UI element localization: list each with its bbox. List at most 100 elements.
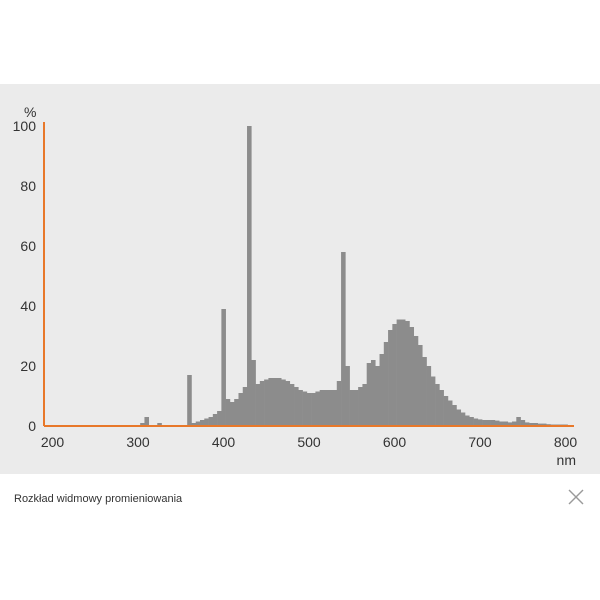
bar bbox=[537, 423, 543, 426]
bar bbox=[477, 419, 483, 426]
x-tick-label: 500 bbox=[297, 434, 321, 450]
close-icon bbox=[568, 489, 584, 505]
x-tick-label: 300 bbox=[126, 434, 150, 450]
x-tick-label: 200 bbox=[41, 434, 65, 450]
bar bbox=[255, 384, 261, 426]
bar bbox=[516, 417, 521, 426]
bar bbox=[362, 384, 367, 426]
bar bbox=[208, 417, 214, 426]
bar bbox=[247, 126, 252, 426]
bar bbox=[366, 363, 372, 426]
bar bbox=[204, 418, 209, 426]
bar bbox=[490, 420, 496, 426]
bar bbox=[349, 390, 355, 426]
bar bbox=[157, 423, 162, 426]
bar bbox=[486, 420, 491, 426]
bar bbox=[443, 396, 449, 426]
bar bbox=[512, 421, 517, 426]
bar bbox=[456, 409, 462, 426]
bar bbox=[533, 423, 538, 426]
bar bbox=[191, 423, 197, 426]
bar bbox=[503, 421, 509, 426]
bar bbox=[264, 379, 269, 426]
bar bbox=[328, 390, 333, 426]
bar bbox=[144, 417, 150, 426]
bar bbox=[289, 384, 295, 426]
bar bbox=[195, 421, 201, 426]
bar bbox=[541, 423, 547, 426]
bar bbox=[426, 366, 432, 426]
bar bbox=[315, 391, 320, 426]
bar bbox=[529, 423, 534, 426]
bar bbox=[435, 384, 440, 426]
bar bbox=[465, 415, 470, 426]
bar bbox=[430, 376, 436, 426]
bar bbox=[298, 390, 303, 426]
bar bbox=[217, 411, 222, 426]
bar bbox=[268, 378, 273, 426]
bar bbox=[306, 393, 312, 426]
bar bbox=[452, 405, 457, 426]
x-axis-unit: nm bbox=[557, 452, 576, 468]
bar bbox=[396, 319, 402, 426]
bar bbox=[413, 336, 419, 426]
bar bbox=[370, 360, 376, 426]
spectrum-chart: 200 300 400 500 600 700 800 0 20 40 60 80 100% nm bbox=[13, 104, 578, 468]
bar bbox=[200, 420, 205, 426]
bar bbox=[294, 387, 299, 426]
bar bbox=[405, 321, 410, 426]
y-axis-unit: % bbox=[24, 104, 36, 120]
bar bbox=[276, 378, 282, 426]
bar bbox=[234, 399, 239, 426]
y-tick-label: 40 bbox=[20, 298, 36, 314]
bar bbox=[225, 399, 231, 426]
bar bbox=[251, 360, 256, 426]
bar bbox=[302, 391, 308, 426]
bar bbox=[447, 400, 453, 426]
x-tick-label: 600 bbox=[383, 434, 407, 450]
bar bbox=[332, 390, 338, 426]
bar bbox=[187, 375, 192, 426]
bar bbox=[319, 390, 325, 426]
bar bbox=[345, 366, 350, 426]
bar bbox=[285, 381, 291, 426]
bar bbox=[482, 420, 487, 426]
bar bbox=[499, 421, 504, 426]
bar bbox=[494, 420, 500, 426]
bar bbox=[439, 390, 444, 426]
bar bbox=[358, 387, 363, 426]
bar bbox=[460, 412, 466, 426]
bar bbox=[341, 252, 346, 426]
y-tick-label: 100 bbox=[13, 118, 37, 134]
close-button[interactable] bbox=[566, 487, 586, 507]
axes-group bbox=[43, 122, 574, 427]
bar bbox=[383, 342, 389, 426]
bar bbox=[221, 309, 226, 426]
x-tick-label: 700 bbox=[468, 434, 492, 450]
bar bbox=[323, 390, 329, 426]
bar bbox=[272, 378, 278, 426]
bar bbox=[375, 366, 380, 426]
bar bbox=[524, 422, 530, 426]
bar bbox=[238, 393, 244, 426]
x-tick-label: 800 bbox=[554, 434, 578, 450]
bar bbox=[409, 327, 415, 426]
bar bbox=[469, 417, 474, 426]
bar bbox=[379, 354, 385, 426]
bar bbox=[388, 330, 393, 426]
bar bbox=[229, 402, 235, 426]
bar bbox=[212, 414, 218, 426]
bar bbox=[140, 423, 145, 426]
bar bbox=[311, 393, 316, 426]
y-tick-label: 60 bbox=[20, 238, 36, 254]
bar bbox=[336, 381, 342, 426]
bar bbox=[400, 319, 406, 426]
y-tick-label: 80 bbox=[20, 178, 36, 194]
bar bbox=[473, 418, 479, 426]
chart-panel: 200 300 400 500 600 700 800 0 20 40 60 80 100% nm bbox=[0, 84, 600, 474]
bar bbox=[422, 357, 427, 426]
chart-caption: Rozkład widmowy promieniowania bbox=[14, 493, 183, 505]
bar bbox=[353, 390, 359, 426]
y-tick-label: 20 bbox=[20, 358, 36, 374]
bar bbox=[242, 387, 248, 426]
